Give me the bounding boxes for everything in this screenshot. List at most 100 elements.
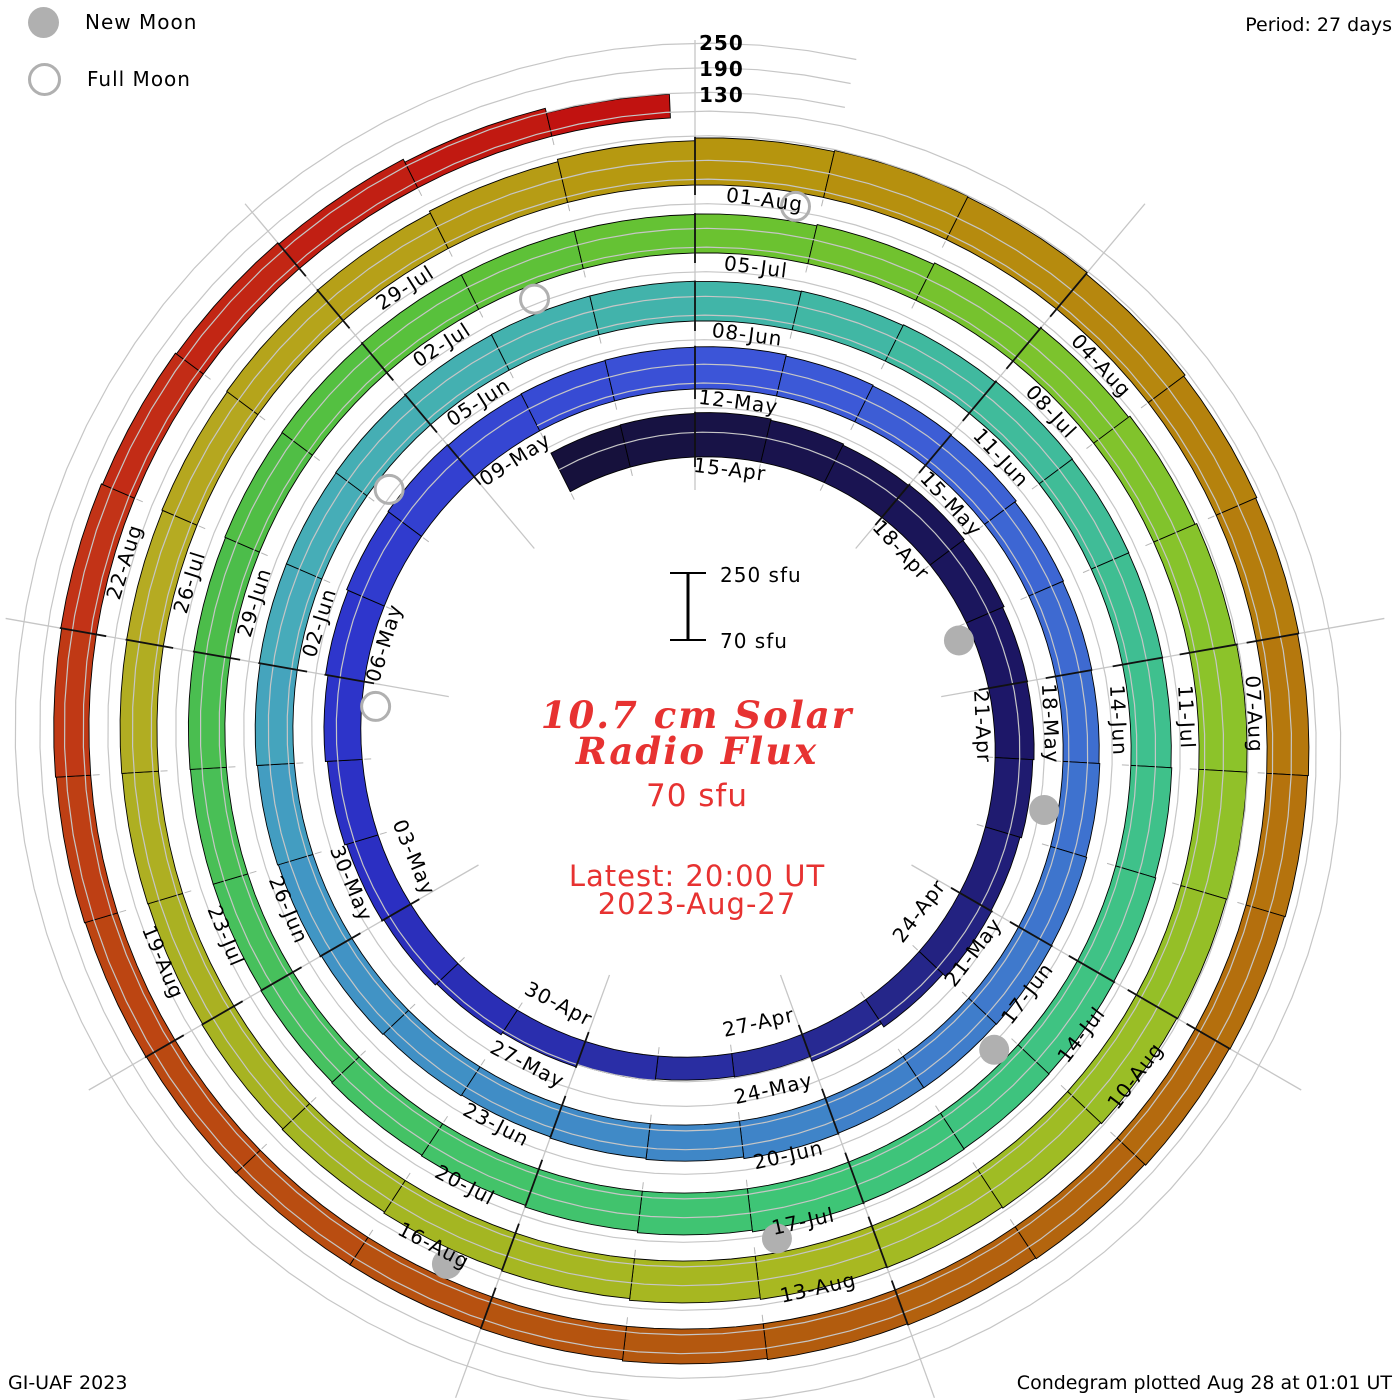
plotted-timestamp: Condegram plotted Aug 28 at 01:01 UT	[1016, 1372, 1392, 1394]
flux-bar	[1245, 772, 1309, 918]
day-tick	[259, 415, 266, 421]
date-label: 14-Jun	[1105, 684, 1132, 756]
label-date-tick	[144, 1034, 185, 1059]
flux-bar	[1090, 552, 1164, 666]
day-tick	[1082, 569, 1090, 574]
day-tick	[583, 270, 586, 278]
day-tick	[249, 870, 257, 874]
day-tick	[805, 265, 808, 273]
flux-bar	[550, 424, 631, 493]
credit-label: GI-UAF 2023	[8, 1372, 128, 1394]
flux-bar	[791, 290, 904, 362]
day-tick	[551, 138, 555, 146]
full-moon-marker	[519, 283, 551, 315]
flux-bar	[1180, 768, 1248, 900]
day-tick	[745, 1179, 748, 1187]
day-tick	[136, 498, 143, 503]
flux-bar	[621, 1323, 768, 1365]
day-tick	[119, 909, 127, 913]
day-tick	[479, 310, 484, 318]
day-tick	[540, 432, 545, 440]
label-date-tick	[1045, 669, 1093, 680]
flux-bar	[801, 998, 883, 1062]
legend-new-moon: New Moon	[28, 4, 197, 40]
flux-bar	[1038, 458, 1130, 570]
label-date-tick	[978, 680, 1029, 691]
day-tick	[1207, 515, 1215, 520]
day-tick	[323, 579, 331, 584]
flux-bar	[53, 627, 97, 778]
latest-time-label: Latest: 20:00 UT	[569, 859, 825, 893]
period-label: Period: 27 days	[1245, 14, 1392, 36]
label-date-tick	[821, 1088, 840, 1135]
day-tick	[922, 565, 929, 571]
day-tick	[314, 851, 322, 855]
day-tick	[570, 493, 575, 500]
day-tick	[385, 606, 393, 610]
radial-axis-ticks: 250 190 130	[699, 31, 744, 107]
flux-bar	[865, 950, 944, 1028]
scale-bar-bottom-label: 70 sfu	[720, 629, 788, 653]
day-tick	[641, 1182, 644, 1190]
day-tick	[261, 552, 268, 557]
day-tick	[941, 241, 946, 248]
flux-bar	[501, 1232, 635, 1300]
day-tick	[443, 1115, 448, 1123]
label-date-tick	[479, 1287, 497, 1330]
day-tick	[1172, 882, 1180, 886]
day-tick	[753, 1247, 756, 1255]
day-tick	[448, 250, 453, 257]
day-tick	[738, 1112, 740, 1120]
day-tick	[1011, 1038, 1017, 1044]
day-tick	[880, 362, 885, 370]
flux-bar	[257, 762, 314, 866]
day-tick	[1060, 1084, 1067, 1091]
day-tick	[935, 1105, 940, 1112]
day-tick	[1031, 484, 1038, 490]
day-tick	[379, 831, 387, 835]
day-tick	[657, 1047, 660, 1055]
day-tick	[634, 1249, 636, 1257]
new-moon-marker	[1029, 794, 1060, 825]
flux-bar	[984, 757, 1034, 839]
label-date-tick	[1112, 656, 1164, 668]
day-tick	[773, 397, 777, 405]
day-tick	[961, 991, 968, 998]
label-date-tick	[1186, 1023, 1231, 1050]
label-date-tick	[324, 673, 375, 685]
radial-tick-130: 130	[699, 83, 744, 107]
day-tick	[422, 537, 430, 543]
flux-bar	[428, 161, 569, 250]
date-label: 07-Aug	[1241, 675, 1269, 753]
label-date-tick	[277, 242, 307, 277]
full-moon-marker	[373, 473, 405, 505]
day-tick	[1110, 1131, 1116, 1138]
day-tick	[459, 957, 465, 963]
day-tick	[1041, 843, 1049, 847]
label-date-tick	[319, 932, 361, 958]
flux-bar	[119, 639, 164, 774]
day-tick	[1145, 542, 1153, 547]
label-date-tick	[1049, 272, 1088, 318]
label-date-tick	[59, 627, 107, 638]
label-date-tick	[890, 1280, 909, 1326]
label-date-tick	[867, 1216, 888, 1269]
radial-tick-190: 190	[699, 57, 744, 81]
flux-bar	[983, 501, 1065, 597]
day-tick	[204, 374, 211, 380]
flux-bar	[824, 1055, 925, 1134]
day-tick	[368, 1229, 374, 1236]
day-tick	[1009, 1219, 1015, 1226]
new-moon-marker	[431, 1249, 462, 1280]
label-date-tick	[125, 638, 174, 649]
new-moon-label: New Moon	[85, 10, 198, 34]
day-tick	[912, 944, 919, 951]
day-tick	[310, 1097, 317, 1103]
day-tick	[821, 199, 824, 207]
date-label: 21-Apr	[969, 690, 996, 764]
label-date-tick	[844, 1152, 865, 1205]
day-tick	[567, 204, 571, 212]
label-date-tick	[403, 393, 438, 434]
flux-bar	[884, 324, 996, 414]
day-tick	[911, 301, 916, 309]
